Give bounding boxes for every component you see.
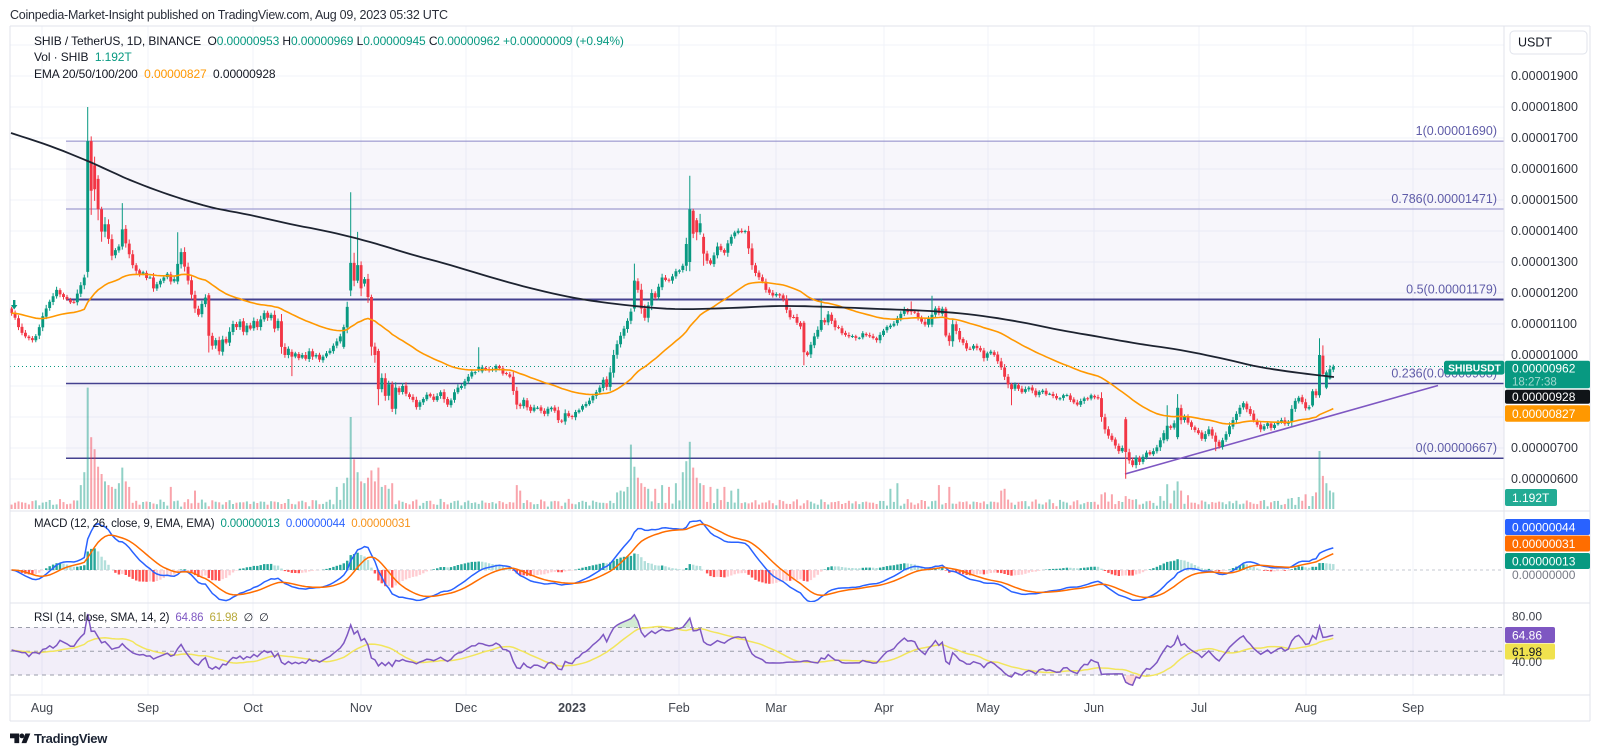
svg-text:1(0.00001690): 1(0.00001690) — [1416, 124, 1497, 138]
svg-text:0.00001000: 0.00001000 — [1511, 348, 1578, 362]
svg-text:61.98: 61.98 — [1512, 645, 1542, 659]
svg-text:SHIB / TetherUS, 1D, BINANCE: SHIB / TetherUS, 1D, BINANCE O0.00000953… — [34, 34, 624, 48]
svg-text:0.00001800: 0.00001800 — [1511, 100, 1578, 114]
svg-text:0.00001100: 0.00001100 — [1511, 317, 1577, 331]
svg-text:0.00001300: 0.00001300 — [1511, 255, 1578, 269]
svg-text:0.5(0.00001179): 0.5(0.00001179) — [1406, 283, 1497, 297]
svg-text:0.00000044: 0.00000044 — [1512, 521, 1576, 535]
svg-text:Mar: Mar — [765, 701, 787, 715]
svg-text:40.00: 40.00 — [1512, 655, 1542, 669]
svg-text:Dec: Dec — [455, 701, 477, 715]
svg-text:80.00: 80.00 — [1512, 610, 1542, 624]
svg-text:RSI (14, close, SMA, 14, 2) 6: RSI (14, close, SMA, 14, 2) 64.86 61.98 … — [34, 612, 269, 624]
svg-text:Jul: Jul — [1191, 701, 1207, 715]
svg-text:64.86: 64.86 — [1512, 629, 1542, 643]
svg-text:0.00000928: 0.00000928 — [1512, 390, 1576, 404]
svg-text:Oct: Oct — [243, 701, 263, 715]
svg-text:Sep: Sep — [137, 701, 159, 715]
svg-text:SHIBUSDT: SHIBUSDT — [1448, 363, 1501, 374]
svg-text:Coinpedia-Market-Insight publi: Coinpedia-Market-Insight published on Tr… — [10, 8, 448, 22]
svg-text:0.00000000: 0.00000000 — [1512, 568, 1576, 582]
svg-text:0.00001700: 0.00001700 — [1511, 131, 1578, 145]
svg-text:Jun: Jun — [1084, 701, 1104, 715]
svg-text:Feb: Feb — [668, 701, 690, 715]
svg-text:Nov: Nov — [350, 701, 373, 715]
svg-text:Sep: Sep — [1402, 701, 1424, 715]
svg-text:2023: 2023 — [558, 701, 586, 715]
svg-text:0.00001200: 0.00001200 — [1511, 286, 1578, 300]
svg-text:TradingView: TradingView — [34, 731, 108, 746]
svg-text:0.00001400: 0.00001400 — [1511, 224, 1578, 238]
svg-text:0.00000013: 0.00000013 — [1512, 555, 1576, 569]
svg-text:1.192T: 1.192T — [1512, 491, 1550, 505]
svg-text:0.00001600: 0.00001600 — [1511, 162, 1578, 176]
svg-text:0.00000962: 0.00000962 — [1512, 361, 1576, 375]
svg-text:MACD (12, 26, close, 9, EMA, E: MACD (12, 26, close, 9, EMA, EMA) 0.0000… — [34, 518, 410, 530]
svg-text:USDT: USDT — [1518, 36, 1552, 50]
svg-text:18:27:38: 18:27:38 — [1512, 376, 1557, 388]
svg-text:0(0.00000667): 0(0.00000667) — [1416, 441, 1497, 455]
svg-text:EMA 20/50/100/200 0.00000827: EMA 20/50/100/200 0.00000827 0.00000928 — [34, 67, 276, 81]
svg-text:0.00000031: 0.00000031 — [1512, 537, 1576, 551]
svg-text:Vol · SHIB 1.192T: Vol · SHIB 1.192T — [34, 50, 132, 64]
svg-text:0.786(0.00001471): 0.786(0.00001471) — [1391, 192, 1497, 206]
svg-text:Apr: Apr — [874, 701, 893, 715]
svg-text:Aug: Aug — [31, 701, 53, 715]
svg-text:Aug: Aug — [1295, 701, 1317, 715]
svg-text:0.00001900: 0.00001900 — [1511, 69, 1578, 83]
svg-text:0.00000700: 0.00000700 — [1511, 441, 1578, 455]
svg-text:0.00000600: 0.00000600 — [1511, 472, 1578, 486]
svg-text:May: May — [976, 701, 1000, 715]
svg-text:0.00001500: 0.00001500 — [1511, 193, 1578, 207]
svg-text:0.00000827: 0.00000827 — [1512, 407, 1576, 421]
